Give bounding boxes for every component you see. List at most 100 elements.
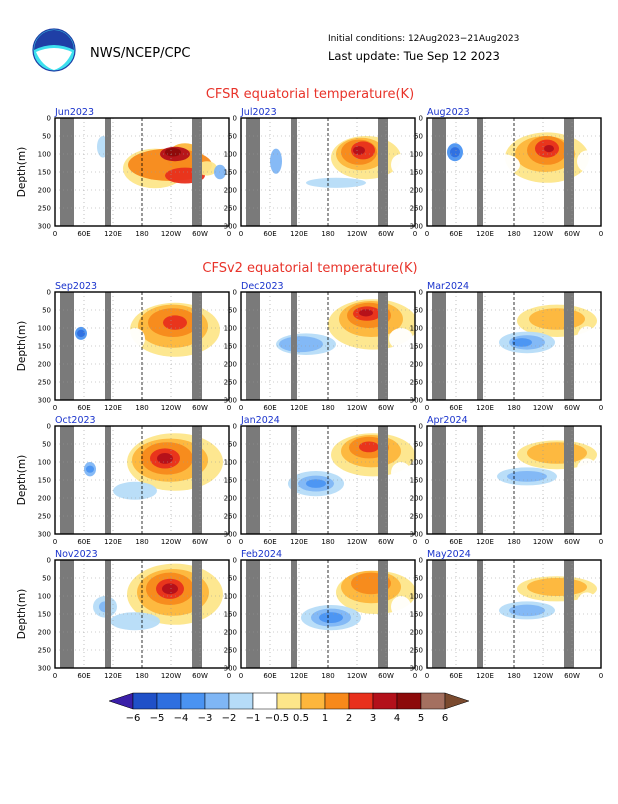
x-tick-label: 120E (476, 672, 494, 680)
y-tick-label: 200 (38, 187, 51, 195)
land-mask (192, 292, 202, 400)
y-tick-label: 250 (410, 205, 423, 213)
x-tick-label: 0 (53, 538, 57, 546)
y-tick-label: 200 (224, 629, 237, 637)
last-update: Last update: Tue Sep 12 2023 (328, 49, 500, 63)
anomaly-field (432, 560, 597, 668)
x-tick-label: 120W (533, 672, 553, 680)
anomaly-contour (577, 458, 597, 480)
y-tick-label: 150 (410, 343, 423, 351)
panel-frame (426, 559, 602, 669)
x-tick-label: 120W (533, 538, 553, 546)
y-tick-label: 50 (42, 441, 51, 449)
x-tick-label: 120W (347, 672, 367, 680)
anomaly-contour (544, 145, 554, 153)
y-tick-label: 0 (419, 557, 423, 565)
y-tick-label: 250 (38, 513, 51, 521)
y-tick-label: 200 (410, 187, 423, 195)
y-tick-label: 0 (233, 115, 237, 123)
y-tick-label: 0 (47, 423, 51, 431)
anomaly-contour (113, 481, 157, 500)
panel-frame (54, 291, 230, 401)
y-tick-label: 100 (410, 151, 423, 159)
noaa-logo (32, 28, 76, 72)
x-tick-label: 0 (599, 672, 603, 680)
x-tick-label: 0 (227, 672, 231, 680)
x-tick-label: 0 (413, 404, 417, 412)
y-tick-label: 300 (410, 665, 423, 673)
x-tick-label: 60W (192, 672, 208, 680)
anomaly-contour (527, 442, 587, 464)
y-tick-label: 250 (38, 647, 51, 655)
x-tick-label: 60W (192, 404, 208, 412)
y-tick-label: 100 (410, 593, 423, 601)
x-tick-label: 0 (599, 538, 603, 546)
y-axis-label: Depth(m) (16, 589, 28, 639)
y-tick-label: 200 (224, 361, 237, 369)
x-tick-label: 120E (290, 538, 308, 546)
anomaly-contour (162, 583, 178, 595)
y-tick-label: 100 (38, 325, 51, 333)
y-tick-label: 200 (38, 495, 51, 503)
x-tick-label: 180 (507, 404, 520, 412)
x-tick-label: 120E (476, 230, 494, 238)
y-tick-label: 0 (47, 557, 51, 565)
x-tick-label: 120W (533, 404, 553, 412)
y-tick-label: 150 (410, 477, 423, 485)
y-tick-label: 250 (410, 379, 423, 387)
colorbar-swatch (276, 692, 302, 710)
x-tick-label: 60E (449, 230, 462, 238)
x-tick-label: 120W (161, 538, 181, 546)
x-tick-label: 120W (347, 230, 367, 238)
colorbar-swatch (348, 692, 374, 710)
y-tick-label: 250 (410, 647, 423, 655)
x-tick-label: 0 (239, 404, 243, 412)
y-tick-label: 150 (224, 169, 237, 177)
y-tick-label: 0 (47, 115, 51, 123)
y-tick-label: 150 (38, 343, 51, 351)
y-tick-label: 0 (47, 289, 51, 297)
x-tick-label: 0 (599, 404, 603, 412)
x-tick-label: 60E (263, 404, 276, 412)
y-tick-label: 50 (42, 307, 51, 315)
panel: Oct2023 0 60E 120E 180 120W 60W 0 0 50 100 150 200 25… (16, 415, 231, 546)
colorbar-label: −3 (198, 713, 213, 724)
x-tick-label: 60E (77, 672, 90, 680)
anomaly-contour (110, 612, 160, 631)
anomaly-contour (319, 612, 343, 623)
colorbar-label: 1 (322, 713, 328, 724)
x-tick-label: 0 (425, 538, 429, 546)
anomaly-contour (270, 148, 282, 174)
x-tick-label: 60E (77, 230, 90, 238)
anomaly-contour (509, 604, 545, 617)
y-tick-label: 250 (224, 513, 237, 521)
y-tick-label: 250 (410, 513, 423, 521)
x-tick-label: 0 (53, 404, 57, 412)
x-tick-label: 0 (413, 230, 417, 238)
x-tick-label: 60W (192, 538, 208, 546)
x-tick-label: 0 (425, 404, 429, 412)
anomaly-contour (359, 441, 379, 453)
panel-label: Apr2024 (427, 415, 468, 426)
x-tick-label: 180 (135, 404, 148, 412)
land-mask (378, 426, 388, 534)
y-tick-label: 150 (410, 611, 423, 619)
y-tick-label: 250 (38, 379, 51, 387)
y-tick-label: 100 (410, 325, 423, 333)
land-mask (564, 292, 574, 400)
anomaly-contour (165, 147, 181, 157)
y-tick-label: 100 (224, 593, 237, 601)
anomaly-contour (279, 336, 323, 353)
y-tick-label: 0 (233, 557, 237, 565)
land-mask (192, 118, 202, 226)
panel-frame (54, 425, 230, 535)
colorbar-swatch (324, 692, 350, 710)
anomaly-contour (527, 578, 587, 596)
y-tick-label: 300 (38, 665, 51, 673)
colorbar-swatch (252, 692, 278, 710)
